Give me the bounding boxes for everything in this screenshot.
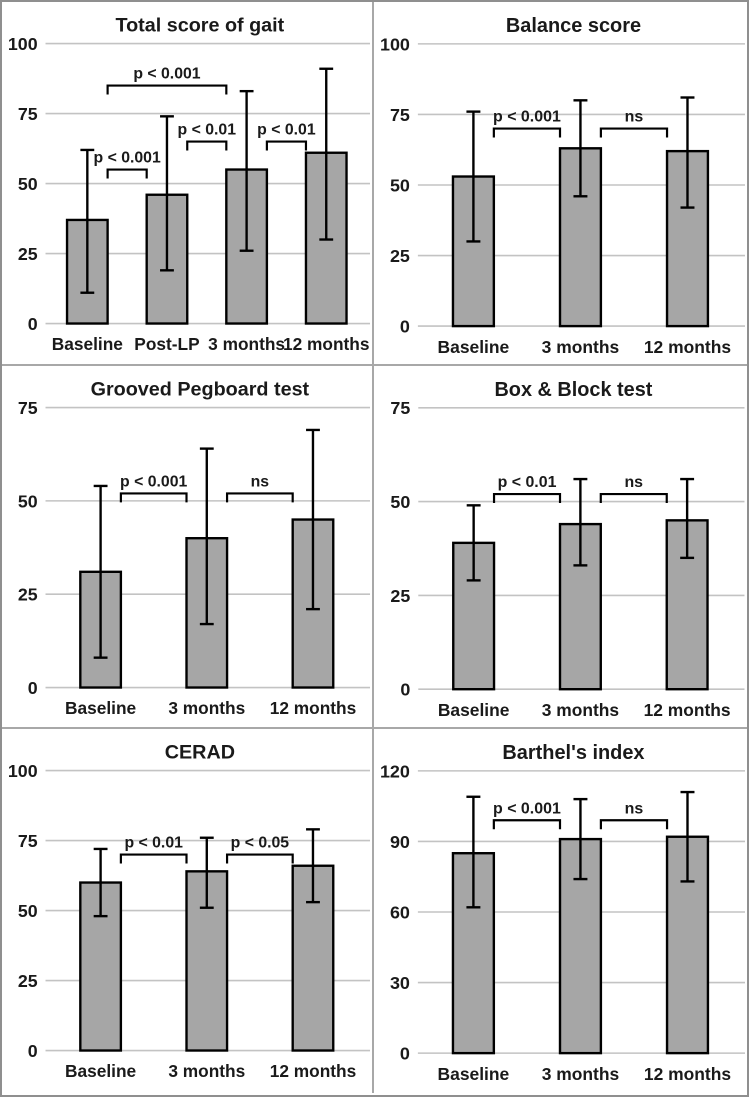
significance-label: p < 0.01	[257, 122, 316, 139]
x-axis-category-label: Baseline	[65, 698, 137, 718]
y-axis-tick-label: 0	[28, 1041, 38, 1061]
y-axis-tick-label: 0	[28, 678, 38, 698]
y-axis-tick-label: 0	[28, 314, 38, 334]
x-axis-category-label: 3 months	[208, 334, 285, 354]
x-axis-category-label: 12 months	[270, 698, 357, 718]
x-axis-category-label: Baseline	[65, 1061, 137, 1081]
barthels-index-chart: Barthel's index 0 30 60 90 120 Baseline 3 mont…	[380, 742, 746, 1084]
y-axis-tick-label: 100	[8, 34, 38, 54]
significance-label: p < 0.001	[120, 473, 187, 490]
significance-bracket	[106, 168, 148, 179]
x-axis-category-label: 12 months	[270, 1061, 357, 1081]
y-axis-tick-label: 0	[400, 1044, 410, 1064]
y-axis-tick-label: 25	[18, 971, 38, 991]
significance-label: p < 0.01	[178, 122, 237, 139]
significance-bracket	[119, 492, 188, 503]
x-axis-category-label: Baseline	[52, 334, 124, 354]
significance-label: ns	[625, 109, 644, 126]
grooved-pegboard-test-chart: Grooved Pegboard test 0 25 50 75 Baseline 3 m…	[18, 379, 371, 718]
significance-label: p < 0.05	[231, 835, 290, 852]
significance-bracket	[599, 492, 668, 504]
y-axis-tick-label: 75	[18, 104, 38, 124]
significance-label: p < 0.001	[133, 66, 200, 83]
chart-panel-barthels-index: Barthel's index 0 30 60 90 120 Baseline 3 mont…	[374, 729, 747, 1093]
x-axis-category-label: 12 months	[644, 1064, 731, 1084]
x-axis-category-label: Baseline	[438, 337, 510, 357]
x-axis-category-label: Baseline	[438, 700, 510, 720]
bar	[145, 193, 189, 325]
y-axis-tick-label: 0	[400, 317, 410, 337]
y-axis-tick-label: 50	[390, 492, 410, 512]
y-axis-tick-label: 75	[18, 398, 38, 418]
y-axis-tick-label: 25	[18, 244, 38, 264]
y-axis-tick-label: 25	[18, 585, 38, 605]
chart-title: Total score of gait	[115, 15, 284, 37]
chart-panel-balance-score: Balance score 0 25 50 75 100 Baseline 3 months…	[374, 2, 747, 366]
y-axis-tick-label: 25	[390, 586, 410, 606]
x-axis-category-label: 3 months	[168, 698, 245, 718]
y-axis-tick-label: 50	[390, 175, 410, 195]
chart-title: Box & Block test	[494, 379, 652, 401]
y-axis-tick-label: 25	[390, 246, 410, 266]
x-axis-category-label: 3 months	[542, 700, 619, 720]
y-axis-tick-label: 75	[18, 831, 38, 851]
y-axis-tick-label: 50	[18, 901, 38, 921]
chart-panel-total-score-of-gait: Total score of gait 0 25 50 75 100 Baseline Po…	[2, 2, 374, 366]
chart-title: Balance score	[506, 15, 641, 37]
box-and-block-test-chart: Box & Block test 0 25 50 75 Baseline 3 months…	[390, 379, 745, 720]
y-axis-tick-label: 120	[380, 761, 410, 781]
x-axis-category-label: 12 months	[644, 337, 731, 357]
significance-label: p < 0.001	[493, 800, 561, 817]
y-axis-tick-label: 0	[400, 680, 410, 700]
x-axis-category-label: 3 months	[168, 1061, 245, 1081]
significance-bracket	[119, 853, 188, 864]
significance-bracket	[106, 84, 228, 95]
significance-label: p < 0.01	[124, 835, 183, 852]
significance-bracket	[492, 127, 562, 138]
significance-label: ns	[625, 800, 644, 817]
y-axis-tick-label: 60	[390, 902, 410, 922]
significance-bracket	[225, 853, 294, 864]
significance-label: p < 0.01	[498, 474, 557, 491]
significance-bracket	[225, 492, 294, 503]
significance-bracket	[599, 127, 669, 138]
y-axis-tick-label: 50	[18, 491, 38, 511]
y-axis-tick-label: 75	[390, 398, 410, 418]
significance-bracket	[492, 492, 562, 504]
cerad-chart: CERAD 0 25 50 75 100 Baseline 3 months 12 month…	[8, 742, 371, 1081]
y-axis-tick-label: 90	[390, 832, 410, 852]
significance-bracket	[186, 140, 228, 151]
x-axis-category-label: Post-LP	[134, 334, 199, 354]
bar	[665, 835, 710, 1055]
significance-label: ns	[624, 474, 643, 491]
chart-title: Barthel's index	[502, 742, 644, 764]
chart-title: CERAD	[165, 742, 235, 764]
y-axis-tick-label: 30	[390, 973, 410, 993]
chart-panel-box-and-block-test: Box & Block test 0 25 50 75 Baseline 3 months…	[374, 366, 747, 729]
significance-label: p < 0.001	[94, 150, 161, 167]
significance-label: ns	[251, 473, 270, 490]
significance-bracket	[599, 819, 669, 830]
significance-bracket	[265, 140, 308, 151]
chart-panel-cerad: CERAD 0 25 50 75 100 Baseline 3 months 12 month…	[2, 729, 374, 1093]
x-axis-category-label: 12 months	[283, 334, 370, 354]
balance-score-chart: Balance score 0 25 50 75 100 Baseline 3 months…	[380, 15, 745, 357]
x-axis-category-label: 12 months	[644, 700, 731, 720]
total-score-of-gait-chart: Total score of gait 0 25 50 75 100 Baseline Po…	[8, 15, 371, 354]
chart-panel-grooved-pegboard-test: Grooved Pegboard test 0 25 50 75 Baseline 3 m…	[2, 366, 374, 729]
y-axis-tick-label: 100	[8, 761, 38, 781]
y-axis-tick-label: 75	[390, 105, 410, 125]
y-axis-tick-label: 50	[18, 174, 38, 194]
x-axis-category-label: 3 months	[542, 1064, 620, 1084]
significance-bracket	[492, 819, 562, 830]
chart-title: Grooved Pegboard test	[91, 379, 310, 401]
x-axis-category-label: 3 months	[542, 337, 620, 357]
x-axis-category-label: Baseline	[438, 1064, 510, 1084]
significance-label: p < 0.001	[493, 109, 561, 126]
y-axis-tick-label: 100	[380, 34, 410, 54]
